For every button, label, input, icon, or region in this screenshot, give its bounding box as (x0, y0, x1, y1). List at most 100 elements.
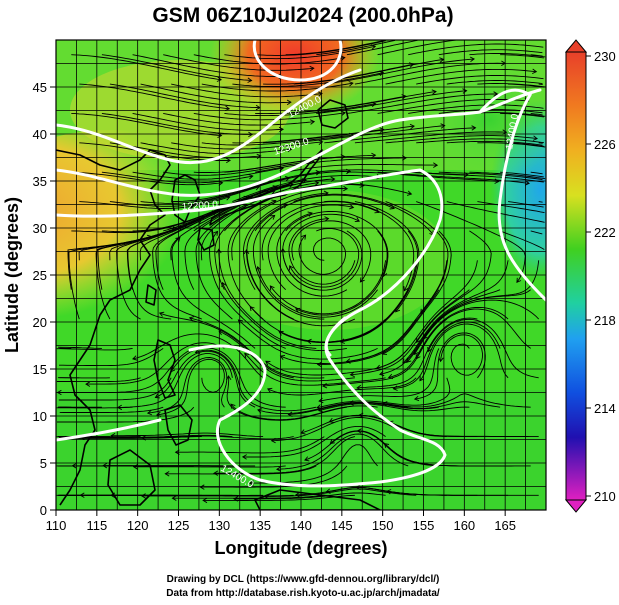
streamline (324, 58, 475, 85)
streamline (500, 171, 544, 178)
colorbar-top-arrow (564, 39, 588, 53)
streamline (255, 157, 407, 173)
streamline (195, 203, 247, 320)
streamline (201, 170, 351, 203)
streamline-arrowhead (354, 217, 360, 223)
streamline-arrowhead (225, 157, 231, 164)
coastline-kyushu (197, 227, 215, 251)
contour-12400-north (56, 68, 362, 165)
streamline (111, 432, 264, 438)
streamline (285, 91, 437, 114)
streamline-arrowhead (413, 349, 419, 356)
streamline (203, 494, 355, 501)
streamline-arrowhead (196, 219, 203, 225)
streamline (57, 406, 195, 423)
streamline (416, 138, 544, 144)
streamline (56, 347, 133, 351)
streamline (252, 215, 325, 320)
streamline-arrowhead (237, 319, 243, 325)
streamline (282, 230, 363, 291)
streamline (163, 54, 314, 71)
streamline-arrowhead (244, 352, 250, 358)
contour-label-12200: 12200.0 (181, 199, 218, 213)
streamline (438, 49, 543, 56)
streamline-arrowhead (146, 409, 153, 416)
streamline (244, 353, 386, 386)
streamline (267, 377, 417, 396)
streamline (155, 196, 253, 290)
coastline-luzon (153, 339, 176, 399)
x-tick-label: 160 (453, 518, 475, 533)
streamline (317, 289, 440, 365)
streamline (254, 194, 395, 232)
streamline-arrowhead (194, 348, 200, 354)
streamline (500, 54, 544, 59)
y-tick-label: 5 (40, 456, 47, 471)
coastline-new-guinea (254, 489, 381, 510)
streamline (232, 175, 381, 203)
colorbar-ticks: 230 226 222 218 214 210 (586, 49, 616, 504)
streamline (285, 40, 385, 56)
streamline (209, 231, 286, 349)
streamline-arrowhead (438, 357, 444, 363)
streamline-arrowhead (213, 230, 219, 236)
streamline-arrowhead (359, 277, 365, 283)
streamline (388, 421, 539, 438)
streamline-arrowhead (416, 337, 421, 344)
streamline-arrowhead (349, 204, 355, 210)
streamline (349, 401, 501, 409)
streamline (232, 129, 384, 144)
streamline-arrowhead (524, 180, 530, 186)
streamline-arrowhead (419, 376, 425, 382)
streamline-arrowhead (318, 139, 324, 145)
x-tick-label: 155 (413, 518, 435, 533)
streamline (141, 494, 294, 497)
streamline-arrowhead (158, 311, 165, 317)
streamline (79, 196, 230, 209)
streamline (354, 131, 507, 144)
streamline (267, 204, 354, 291)
streamline-arrowhead (188, 316, 195, 322)
streamline (95, 228, 175, 320)
streamline (278, 289, 409, 344)
streamline (408, 171, 544, 183)
streamline-arrowhead (325, 488, 331, 494)
streamline (147, 357, 228, 414)
streamline (427, 318, 539, 379)
coastline-mainland-asia (56, 149, 171, 506)
streamline (170, 347, 286, 408)
streamline (508, 142, 544, 147)
streamline (171, 141, 323, 150)
streamline (276, 212, 348, 297)
streamline (293, 193, 434, 236)
streamline (140, 142, 292, 155)
streamline-arrowhead (301, 234, 307, 240)
streamline-arrowhead (270, 437, 276, 444)
x-axis-title: Longitude (degrees) (214, 538, 387, 558)
streamline (385, 68, 537, 85)
streamline (243, 192, 329, 290)
streamline-arrowhead (387, 373, 394, 380)
streamline-arrowhead (102, 462, 108, 469)
streamline-arrowhead (386, 489, 392, 495)
temperature-shading-central (210, 190, 450, 330)
y-tick-label: 45 (33, 80, 47, 95)
streamline (538, 142, 543, 144)
x-axis-ticks: 110 115 120 125 130 135 140 145 150 155 160 165 (46, 510, 516, 533)
streamline-arrowhead (340, 110, 346, 116)
streamline (538, 201, 543, 203)
streamline (419, 323, 509, 381)
streamline (469, 171, 546, 180)
streamline (132, 54, 283, 77)
streamline-arrowhead (433, 162, 439, 168)
streamline (163, 112, 315, 126)
colorbar-tick-label: 210 (594, 489, 616, 504)
map-title: GSM 06Z10Jul2024 (200.0hPa) (152, 4, 453, 27)
streamline-arrowhead (316, 361, 322, 368)
streamline-arrowhead (140, 493, 146, 499)
streamline-arrowhead (307, 211, 313, 217)
streamline-arrowhead (328, 417, 334, 423)
y-tick-label: 20 (33, 315, 47, 330)
x-tick-label: 110 (46, 518, 67, 533)
